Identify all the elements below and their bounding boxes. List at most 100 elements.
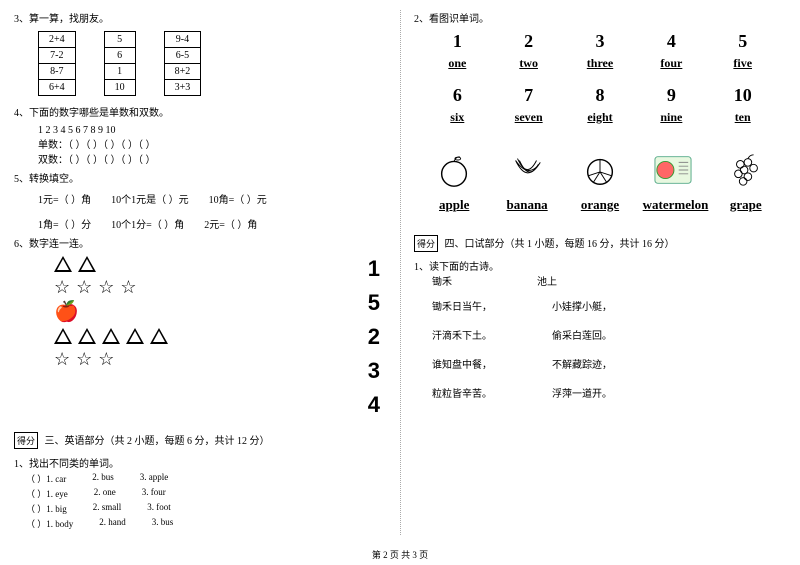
triangle-icon [54,256,72,272]
n: 5 [711,31,774,52]
row-triangles-5 [14,328,368,344]
eq2-title: 2、看图识单词。 [414,10,786,25]
num: 4 [368,392,380,418]
label: watermelon [639,197,713,213]
label: apple [435,197,473,213]
cell: 3+3 [165,80,201,95]
score-box: 得分 [414,235,438,252]
c: （ ）1. eye [26,487,68,500]
t1: 锄禾 [432,277,452,288]
n: 1 [426,31,489,52]
star-icon: ☆ [76,350,92,368]
fruit-row: apple banana orange watermelon grape [414,149,786,213]
page-footer: 第 2 页 共 3 页 [0,548,800,561]
n: 8 [569,85,632,106]
eq1-row: （ ）1. body 2. hand 3. bus [14,517,386,530]
q3-colA: 2+4 7-2 8-7 6+4 [38,31,76,96]
eq1-row: （ ）1. big2. small3. foot [14,502,386,515]
txt: 10个1元是（ ）元 [111,191,189,206]
watermelon-icon [639,149,707,191]
cell: 8-7 [39,64,75,80]
star-icon: ☆ [98,350,114,368]
label: orange [577,197,623,213]
cell: 9-4 [165,32,201,48]
sec3-title: 三、英语部分（共 2 小题，每题 6 分，共计 12 分） [45,436,270,447]
score-box: 得分 [14,432,38,449]
q6-body: ☆☆☆☆ 🍎 ☆☆☆ 1 5 2 3 4 [14,256,386,418]
line: 不解藏踪迹， [552,356,612,371]
label: grape [726,197,766,213]
w: one [442,56,472,71]
fruit-watermelon: watermelon [639,149,707,213]
cell: 7-2 [39,48,75,64]
num: 3 [368,358,380,384]
n: 10 [711,85,774,106]
fruit-banana: banana [493,149,561,213]
cell: 8+2 [165,64,201,80]
cell: 5 [105,32,135,48]
q4-nums: 1 2 3 4 5 6 7 8 9 10 [14,125,386,136]
n: 2 [497,31,560,52]
star-icon: ☆ [54,278,70,296]
num: 5 [368,290,380,316]
section-3: 得分 三、英语部分（共 2 小题，每题 6 分，共计 12 分） [14,432,386,449]
c: （ ）1. car [26,472,66,485]
c: 2. one [94,487,116,500]
c: 3. foot [147,502,171,515]
label: banana [502,197,551,213]
w: two [513,56,544,71]
w: nine [654,110,688,125]
q3-match: 2+4 7-2 8-7 6+4 5 6 1 10 9-4 6-5 8+2 3+3 [14,31,386,96]
c: 2. hand [99,517,126,530]
line: 粒粒皆辛苦。 [432,385,492,400]
txt: 2元=（ ）角 [204,216,257,231]
triangle-icon [102,328,120,344]
fruit-orange: orange [566,149,634,213]
star-icon: ☆ [54,350,70,368]
triangle-icon [78,328,96,344]
q5-line1: 1元=（ ）角 10个1元是（ ）元 10角=（ ）元 [14,191,386,206]
c: 3. apple [140,472,169,485]
star-icon: ☆ [98,278,114,296]
poem-right: 小娃撑小艇， 偷采白莲回。 不解藏踪迹， 浮萍一道开。 [552,298,612,400]
fruit-grape: grape [712,149,780,213]
t2: 池上 [537,277,557,288]
triangle-icon [78,256,96,272]
w: four [654,56,688,71]
row-apple-1: 🍎 [14,302,368,322]
txt: 1角=（ ）分 [38,216,91,231]
line: 小娃撑小艇， [552,298,612,313]
poem-q: 1、读下面的古诗。 [414,258,786,273]
q5-title: 5、转换填空。 [14,170,386,185]
line: 谁知盘中餐， [432,356,492,371]
cell: 2+4 [39,32,75,48]
n: 9 [640,85,703,106]
row-stars-4: ☆☆☆☆ [14,278,368,296]
c: （ ）1. body [26,517,73,530]
w: three [581,56,619,71]
q3-colC: 9-4 6-5 8+2 3+3 [164,31,202,96]
w: seven [509,110,549,125]
poem-body: 锄禾日当午， 汗滴禾下土。 谁知盘中餐， 粒粒皆辛苦。 小娃撑小艇， 偷采白莲回… [414,298,786,400]
right-column: 2、看图识单词。 1one 2two 3three 4four 5five 6s… [400,0,800,565]
q5-line2: 1角=（ ）分 10个1分=（ ）角 2元=（ ）角 [14,216,386,231]
poem-left: 锄禾日当午， 汗滴禾下土。 谁知盘中餐， 粒粒皆辛苦。 [432,298,492,400]
w: eight [581,110,618,125]
cell: 6+4 [39,80,75,95]
c: （ ）1. big [26,502,67,515]
triangle-icon [126,328,144,344]
star-icon: ☆ [120,278,136,296]
row-stars-3: ☆ ☆ ☆ [14,350,368,368]
c: 3. bus [152,517,174,530]
num: 2 [368,324,380,350]
triangle-icon [54,328,72,344]
orange-icon [566,149,634,191]
txt: 10角=（ ）元 [209,191,267,206]
apple-icon [420,149,488,191]
q3-colB: 5 6 1 10 [104,31,136,96]
n: 7 [497,85,560,106]
line: 偷采白莲回。 [552,327,612,342]
q4-title: 4、下面的数字哪些是单数和双数。 [14,104,386,119]
line: 汗滴禾下土。 [432,327,492,342]
apple-icon: 🍎 [54,302,79,322]
